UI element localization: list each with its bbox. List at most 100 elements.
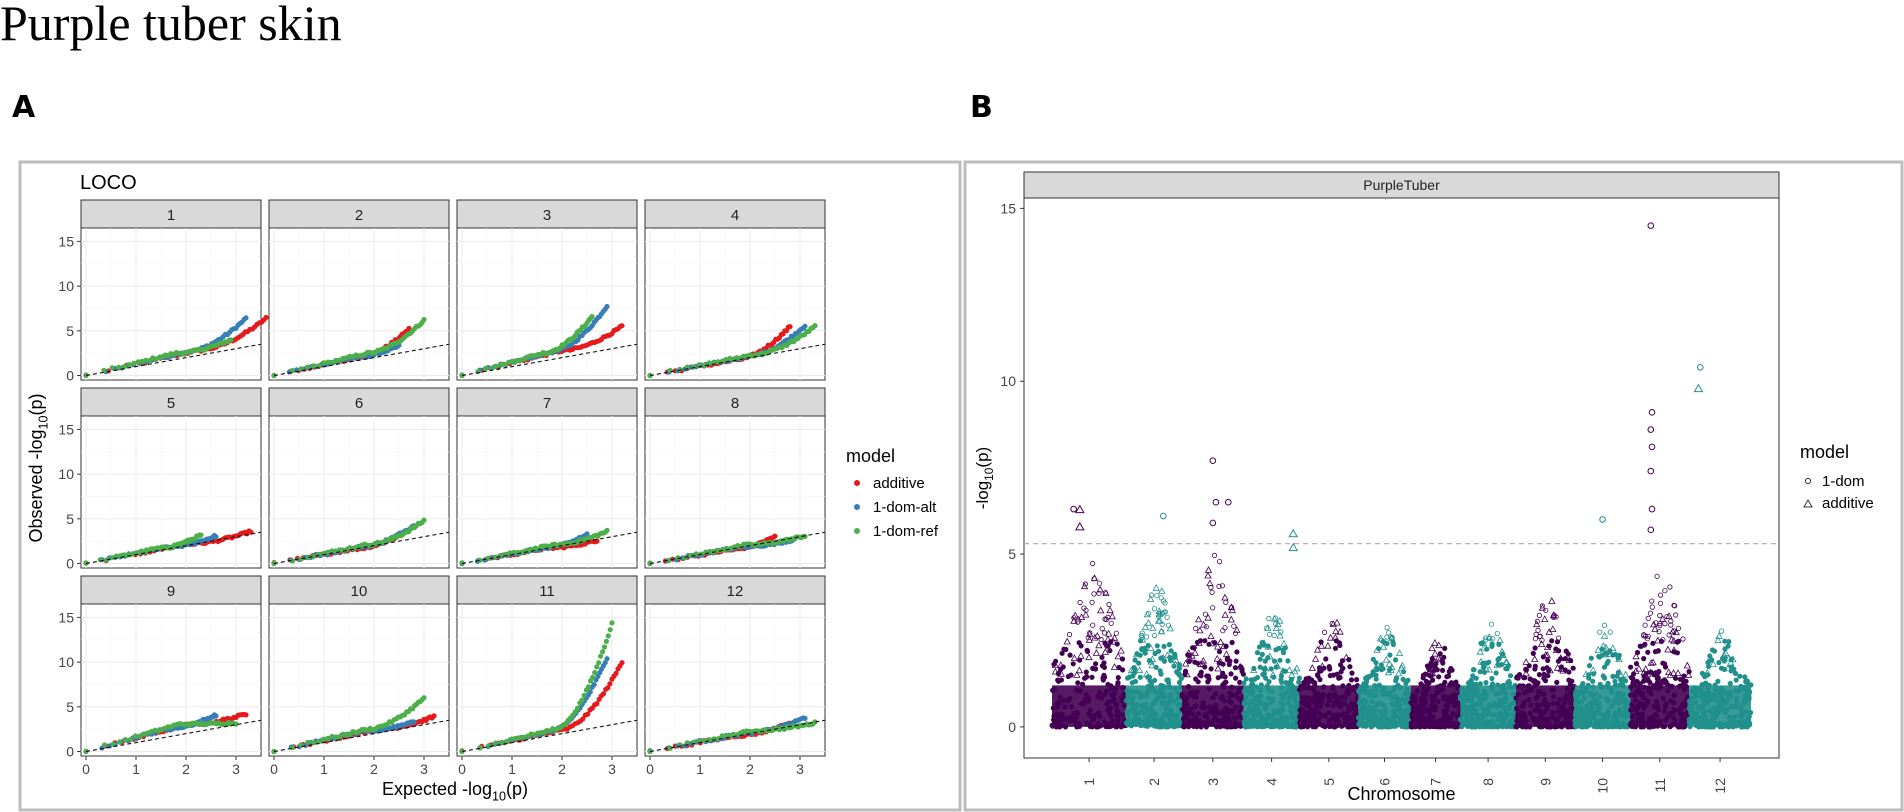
snp-point-additive: [1172, 656, 1180, 663]
snp-point-1-dom: [1219, 583, 1226, 589]
snp-point-1-dom: [1146, 657, 1153, 664]
snp-point-1-dom: [1089, 716, 1096, 722]
snp-point-1-dom: [1203, 624, 1209, 630]
snp-point-additive: [1313, 645, 1322, 653]
snp-point-1-dom: [1189, 711, 1196, 717]
snp-point-additive: [1109, 637, 1117, 645]
snp-point-1-dom: [1451, 703, 1458, 709]
snp-point-1-dom: [1397, 684, 1404, 691]
snp-point-additive: [1428, 668, 1437, 676]
snp-point-1-dom: [1278, 629, 1284, 635]
qq-point-1-dom-ref: [508, 736, 515, 742]
snp-point-1-dom: [1649, 604, 1655, 610]
snp-point-additive: [1206, 579, 1214, 587]
qq-point-1-dom-ref: [609, 620, 615, 626]
facet-strip-label: 4: [731, 207, 739, 224]
snp-point-1-dom: [1083, 692, 1089, 698]
qq-point-1-dom-ref: [596, 660, 602, 666]
snp-point-1-dom: [1435, 718, 1441, 724]
snp-point-1-dom: [1142, 704, 1148, 710]
snp-point-1-dom: [1579, 724, 1586, 730]
snp-point-additive: [1159, 653, 1167, 661]
snp-point-1-dom: [1588, 692, 1594, 699]
snp-point-additive: [1431, 638, 1439, 646]
snp-point-1-dom: [1356, 689, 1363, 695]
snp-point-1-dom: [1403, 715, 1409, 721]
snp-point-1-dom: [1329, 693, 1335, 700]
snp-point-additive: [1070, 654, 1079, 661]
snp-point-additive: [1204, 613, 1212, 621]
snp-point-1-dom: [1238, 664, 1244, 670]
snp-point-additive: [1082, 610, 1090, 618]
qq-facet-10: 100 1 2 3: [268, 575, 450, 777]
snp-point-1-dom: [1532, 645, 1538, 651]
facet-strip: [80, 387, 262, 417]
snp-point-1-dom: [1329, 715, 1335, 721]
snp-point-1-dom: [1333, 695, 1340, 701]
snp-point-1-dom: [1208, 666, 1214, 672]
snp-point-1-dom: [1173, 714, 1179, 720]
snp-point-1-dom: [1318, 699, 1325, 705]
qq-reference-line: [85, 719, 262, 753]
qq-point-1-dom-ref: [592, 669, 598, 676]
snp-point-1-dom: [1150, 688, 1156, 694]
snp-point-additive: [1093, 631, 1101, 639]
snp-point-1-dom: [1075, 710, 1081, 716]
qq-facet-4: 4: [644, 199, 826, 381]
snp-point-additive: [1285, 666, 1294, 673]
qq-point-1-dom-ref: [131, 360, 137, 366]
snp-point-1-dom: [1489, 687, 1495, 693]
snp-point-1-dom: [1582, 716, 1588, 722]
snp-point-1-dom: [1191, 689, 1197, 696]
snp-point-1-dom: [1680, 636, 1686, 642]
snp-point-1-dom: [1333, 638, 1339, 644]
x-tick-label: 0: [646, 761, 654, 777]
snp-point-1-dom: [1724, 697, 1731, 703]
snp-point-1-dom: [1507, 719, 1513, 725]
snp-point-1-dom: [1346, 682, 1352, 689]
snp-point-1-dom: [1082, 675, 1088, 681]
snp-point-1-dom: [1424, 663, 1431, 669]
legend-title: model: [846, 446, 895, 466]
facet-strip: [644, 199, 826, 229]
snp-point-1-dom: [1482, 722, 1488, 729]
snp-point-1-dom: [1658, 592, 1664, 598]
snp-point-additive: [1589, 666, 1597, 673]
snp-point-1-dom: [1356, 700, 1363, 706]
snp-point-1-dom: [1240, 671, 1247, 677]
snp-point-1-dom: [1165, 622, 1172, 628]
snp-point-additive: [1522, 669, 1530, 677]
facet-strip: [644, 387, 826, 417]
snp-point-1-dom: [1374, 716, 1381, 722]
chromosome-2: 2: [1123, 583, 1185, 786]
snp-point-1-dom: [1232, 724, 1238, 730]
snp-point-1-dom: [1067, 695, 1073, 702]
snp-point-1-dom: [1090, 560, 1096, 567]
snp-point-1-dom: [1133, 715, 1139, 721]
y-tick-label: 10: [58, 654, 74, 670]
snp-point-1-dom: [1499, 716, 1505, 722]
snp-point-1-dom: [1494, 704, 1500, 710]
snp-point-1-dom: [1068, 714, 1074, 720]
qq-point-1-dom-ref: [507, 550, 513, 556]
qq-point-1-dom-ref: [675, 555, 681, 561]
snp-point-1-dom: [1628, 664, 1634, 670]
snp-point-1-dom: [1127, 674, 1133, 680]
snp-point-1-dom: [1375, 723, 1381, 729]
qq-point-1-dom-alt: [604, 656, 610, 662]
qq-point-1-dom-ref: [498, 361, 504, 367]
qq-point-1-dom-alt: [587, 689, 593, 695]
snp-point-1-dom: [1371, 712, 1378, 718]
snp-point-1-dom: [1104, 701, 1110, 707]
snp-point-1-dom: [1351, 684, 1357, 691]
snp-point-1-dom: [1232, 630, 1239, 636]
x-tick-label: 5: [1321, 778, 1337, 786]
snp-point-1-dom: [1165, 723, 1172, 730]
snp-point-1-dom: [1495, 657, 1501, 663]
qq-point-additive: [607, 681, 613, 687]
snp-point-1-dom: [1563, 708, 1569, 715]
snp-point-additive: [1543, 643, 1552, 650]
snp-point-1-dom: [1188, 718, 1194, 725]
snp-point-1-dom: [1450, 710, 1456, 716]
snp-point-1-dom: [1237, 679, 1243, 686]
